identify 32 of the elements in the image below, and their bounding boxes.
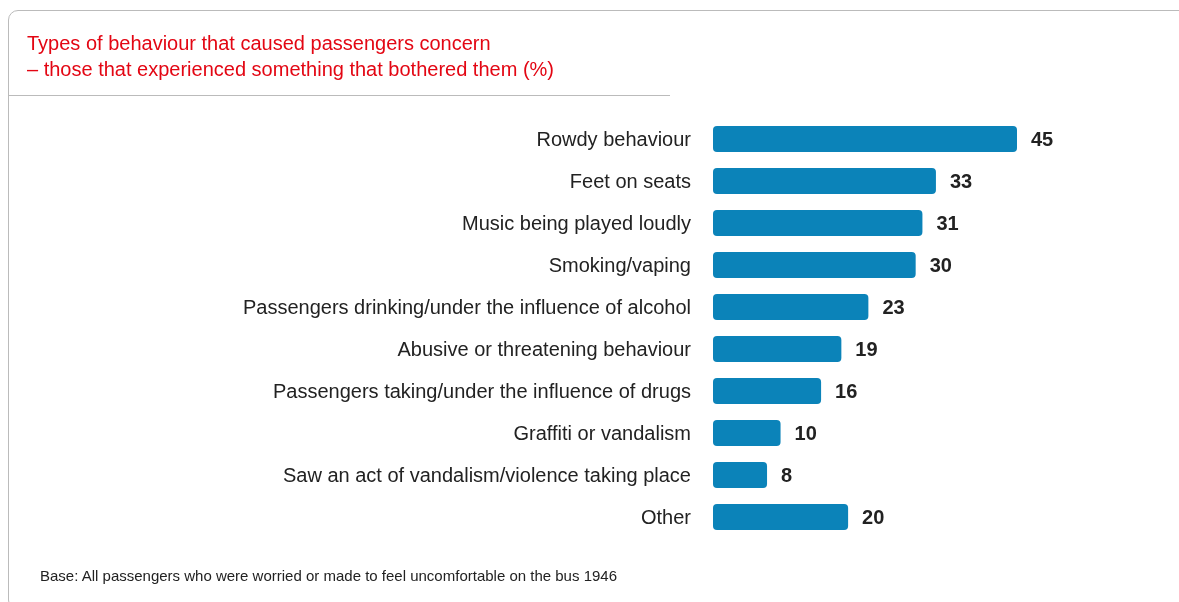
data-label: 10: [794, 422, 817, 444]
y-tick-label: Rowdy behaviour: [536, 128, 692, 150]
y-tick-label: Feet on seats: [569, 170, 691, 192]
bar: [713, 378, 822, 404]
bar: [713, 168, 936, 194]
data-label: 33: [949, 170, 973, 192]
y-tick-label: Other: [640, 506, 692, 528]
data-label: 45: [1031, 128, 1054, 150]
bar: [713, 294, 869, 320]
y-tick-label: Saw an act of vandalism/violence taking place: [282, 464, 691, 486]
bar: [713, 504, 849, 530]
data-label: 31: [936, 212, 959, 234]
data-label: 16: [835, 380, 858, 402]
text: Types of behaviour that caused passengers concern – those that experienced something that bothered them (%): [27, 31, 554, 82]
bar: [713, 420, 781, 446]
text: Base: All passengers who were worried or made to feel uncomfortable on the bus 1946: [40, 567, 618, 584]
y-tick-label: Music being played loudly: [461, 212, 691, 234]
bar: [713, 336, 842, 362]
bar: [713, 126, 1017, 152]
y-tick-label: Smoking/vaping: [548, 254, 691, 276]
bar: [713, 252, 916, 278]
data-label: 20: [862, 506, 885, 528]
data-label: 30: [929, 254, 952, 276]
data-label: 19: [855, 338, 878, 360]
y-tick-label: Passengers drinking/under the influence of alcohol: [242, 296, 691, 318]
y-tick-label: Passengers taking/under the influence of drugs: [272, 380, 691, 402]
bar: [713, 210, 923, 236]
bar: [713, 462, 768, 488]
y-tick-label: Abusive or threatening behaviour: [397, 338, 692, 360]
data-label: 8: [781, 464, 793, 486]
data-label: 23: [882, 296, 905, 318]
y-tick-label: Graffiti or vandalism: [513, 422, 691, 444]
